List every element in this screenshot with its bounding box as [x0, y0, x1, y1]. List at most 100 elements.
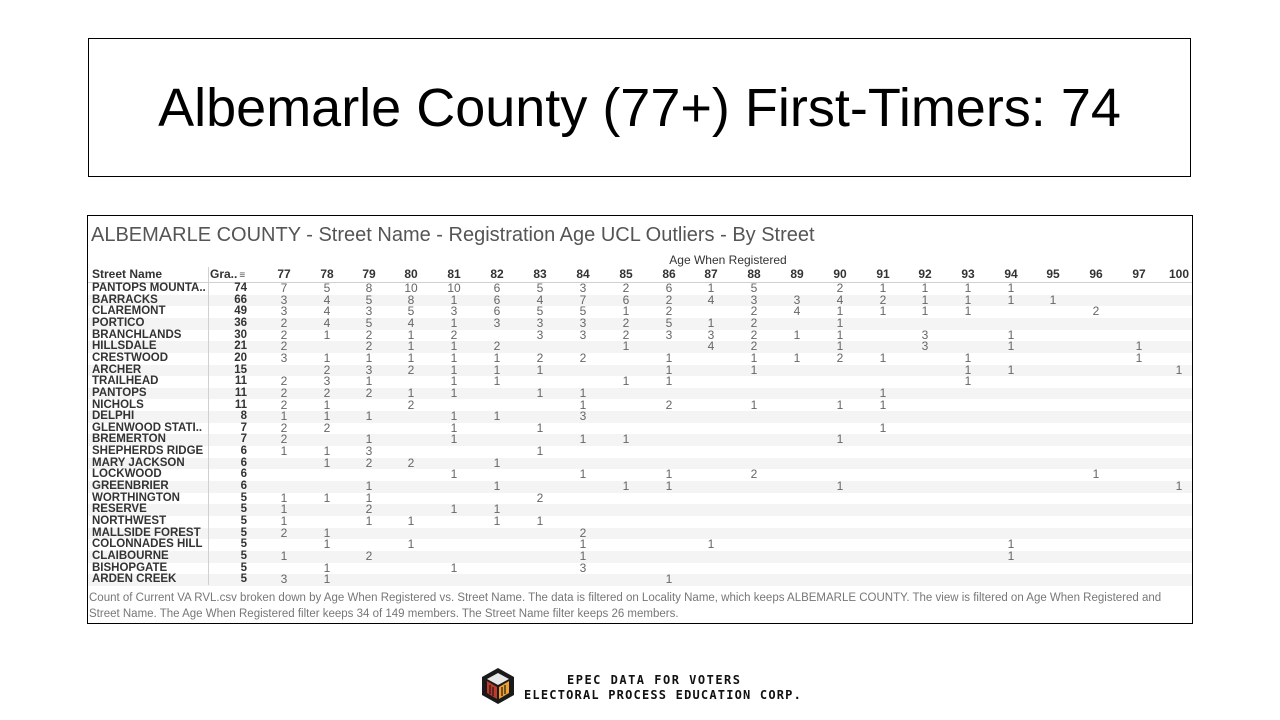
- table-row[interactable]: ARDEN CREEK 5 3 1 1: [88, 572, 1192, 587]
- count-cell[interactable]: 1: [1135, 339, 1143, 354]
- count-cell[interactable]: 2: [365, 502, 373, 517]
- count-cell[interactable]: 3: [579, 327, 587, 342]
- count-cell[interactable]: 2: [536, 350, 544, 365]
- count-cell[interactable]: 2: [365, 385, 373, 400]
- count-cell[interactable]: 1: [1007, 548, 1015, 563]
- count-cell[interactable]: 3: [280, 572, 288, 587]
- count-cell[interactable]: 2: [750, 304, 758, 319]
- count-cell[interactable]: 1: [1135, 350, 1143, 365]
- count-cell[interactable]: 5: [579, 304, 587, 319]
- count-cell[interactable]: 1: [536, 362, 544, 377]
- count-cell[interactable]: 2: [836, 350, 844, 365]
- table-row[interactable]: CLAREMONT 49 3 4 3 5 3 6 5 5 1 2 2 4 1 1 1 1 2: [88, 304, 1192, 319]
- count-cell[interactable]: 1: [665, 479, 673, 494]
- age-column-header[interactable]: 77: [277, 267, 291, 281]
- age-column-header[interactable]: 85: [619, 267, 633, 281]
- age-column-header[interactable]: 86: [662, 267, 676, 281]
- count-cell[interactable]: 1: [450, 420, 458, 435]
- count-cell[interactable]: 6: [493, 281, 501, 295]
- count-cell[interactable]: 2: [365, 455, 373, 470]
- table-row[interactable]: NICHOLS 11 2 1 2 1 2 1 1 1: [88, 397, 1192, 412]
- count-cell[interactable]: 1: [450, 467, 458, 482]
- count-cell[interactable]: 1: [365, 514, 373, 528]
- count-cell[interactable]: 2: [280, 385, 288, 400]
- count-cell[interactable]: 1: [407, 514, 415, 528]
- count-cell[interactable]: 1: [536, 514, 544, 528]
- count-cell[interactable]: 1: [280, 514, 288, 528]
- count-cell[interactable]: 2: [323, 385, 331, 400]
- count-cell[interactable]: 3: [707, 327, 715, 342]
- age-column-header[interactable]: 94: [1004, 267, 1018, 281]
- count-cell[interactable]: 2: [536, 490, 544, 505]
- count-cell[interactable]: 3: [280, 350, 288, 365]
- count-cell[interactable]: 6: [493, 304, 501, 319]
- count-cell[interactable]: 1: [921, 281, 929, 295]
- count-cell[interactable]: 1: [323, 537, 331, 552]
- count-cell[interactable]: 1: [750, 362, 758, 377]
- count-cell[interactable]: 1: [450, 502, 458, 517]
- count-cell[interactable]: 1: [365, 479, 373, 494]
- count-cell[interactable]: 3: [365, 362, 373, 377]
- count-cell[interactable]: 1: [280, 490, 288, 505]
- count-cell[interactable]: 2: [579, 525, 587, 540]
- count-cell[interactable]: 4: [793, 304, 801, 319]
- count-cell[interactable]: 1: [493, 350, 501, 365]
- count-cell[interactable]: 1: [964, 374, 972, 389]
- count-cell[interactable]: 1: [365, 409, 373, 424]
- count-cell[interactable]: 5: [536, 304, 544, 319]
- count-cell[interactable]: 1: [450, 432, 458, 447]
- count-cell[interactable]: 1: [707, 537, 715, 552]
- count-cell[interactable]: 1: [323, 397, 331, 412]
- count-cell[interactable]: 1: [365, 374, 373, 389]
- table-row[interactable]: DELPHI 8 1 1 1 1 1 3: [88, 409, 1192, 424]
- count-cell[interactable]: 1: [964, 350, 972, 365]
- count-cell[interactable]: 3: [365, 304, 373, 319]
- count-cell[interactable]: 1: [579, 397, 587, 412]
- count-cell[interactable]: 1: [450, 560, 458, 575]
- count-cell[interactable]: 1: [280, 444, 288, 459]
- count-cell[interactable]: 4: [536, 292, 544, 307]
- count-cell[interactable]: 1: [450, 374, 458, 389]
- age-column-header[interactable]: 88: [747, 267, 761, 281]
- count-cell[interactable]: 1: [280, 502, 288, 517]
- count-cell[interactable]: 1: [836, 397, 844, 412]
- count-cell[interactable]: 3: [536, 315, 544, 330]
- count-cell[interactable]: 1: [1175, 479, 1183, 494]
- count-cell[interactable]: 2: [750, 327, 758, 342]
- age-column-header[interactable]: 90: [833, 267, 847, 281]
- count-cell[interactable]: 2: [280, 339, 288, 354]
- count-cell[interactable]: 4: [707, 339, 715, 354]
- count-cell[interactable]: 2: [365, 548, 373, 563]
- age-column-header[interactable]: 83: [533, 267, 547, 281]
- sort-descending-icon[interactable]: ≡: [239, 270, 246, 281]
- count-cell[interactable]: 3: [493, 315, 501, 330]
- count-cell[interactable]: 2: [280, 315, 288, 330]
- count-cell[interactable]: 1: [1007, 281, 1015, 295]
- table-row[interactable]: BRANCHLANDS 30 2 1 2 1 2 3 3 2 3 3 2 1 1 3 1: [88, 327, 1192, 342]
- count-cell[interactable]: 1: [493, 362, 501, 377]
- count-cell[interactable]: 1: [707, 315, 715, 330]
- count-cell[interactable]: 3: [280, 304, 288, 319]
- table-row[interactable]: GLENWOOD STATI.. 7 2 2 1 1 1: [88, 420, 1192, 435]
- age-column-header[interactable]: 97: [1132, 267, 1146, 281]
- count-cell[interactable]: 3: [750, 292, 758, 307]
- count-cell[interactable]: 1: [365, 490, 373, 505]
- count-cell[interactable]: 6: [622, 292, 630, 307]
- age-column-header[interactable]: 87: [704, 267, 718, 281]
- count-cell[interactable]: 8: [407, 292, 415, 307]
- age-column-header[interactable]: 100: [1168, 267, 1190, 281]
- grand-total-header[interactable]: Gra.. ≡: [210, 267, 245, 281]
- count-cell[interactable]: 1: [407, 385, 415, 400]
- count-cell[interactable]: 1: [407, 339, 415, 354]
- count-cell[interactable]: 1: [665, 362, 673, 377]
- count-cell[interactable]: 3: [665, 327, 673, 342]
- count-cell[interactable]: 2: [280, 374, 288, 389]
- age-column-header[interactable]: 80: [404, 267, 418, 281]
- count-cell[interactable]: 1: [879, 420, 887, 435]
- count-cell[interactable]: 1: [879, 281, 887, 295]
- age-column-header[interactable]: 79: [362, 267, 376, 281]
- count-cell[interactable]: 3: [579, 409, 587, 424]
- count-cell[interactable]: 1: [879, 350, 887, 365]
- count-cell[interactable]: 5: [536, 281, 544, 295]
- count-cell[interactable]: 1: [836, 327, 844, 342]
